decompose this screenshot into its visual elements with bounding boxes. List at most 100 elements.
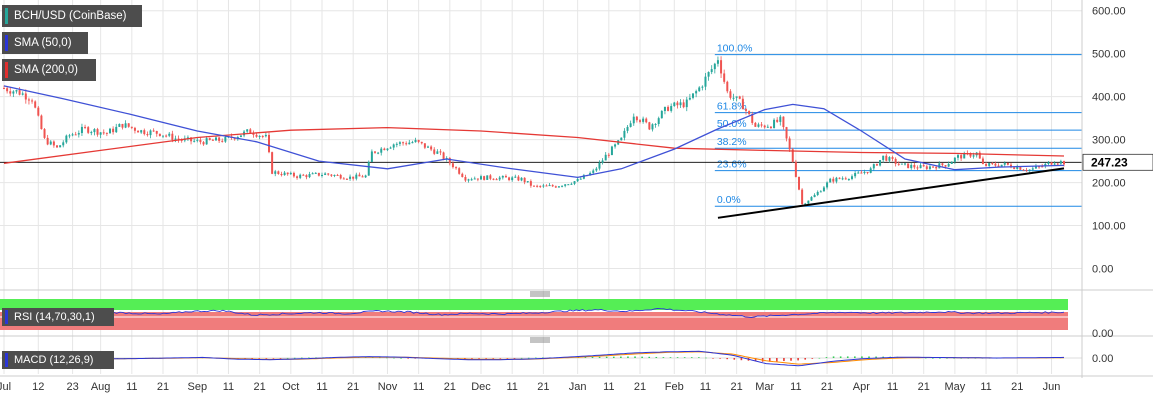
- candle-body: [392, 144, 395, 148]
- candle-body: [1047, 162, 1050, 164]
- legend-price[interactable]: BCH/USD (CoinBase): [2, 5, 142, 27]
- macd-histogram-bar: [783, 358, 785, 362]
- candle-body: [177, 138, 180, 140]
- candle-body: [582, 175, 585, 179]
- candle-body: [305, 175, 308, 178]
- candle-body: [127, 123, 130, 127]
- macd-histogram-bar: [414, 358, 417, 359]
- candle-body: [501, 175, 504, 178]
- macd-histogram-bar: [776, 358, 778, 362]
- macd-histogram-bar: [932, 358, 934, 359]
- candle-body: [1013, 167, 1016, 169]
- macd-histogram-bar: [471, 358, 473, 359]
- candle-body: [950, 161, 953, 164]
- candle-body: [274, 171, 277, 174]
- candle-body: [801, 189, 804, 205]
- candle-body: [112, 128, 115, 133]
- macd-histogram-bar: [811, 358, 814, 359]
- candle-body: [239, 135, 242, 137]
- candle-body: [673, 102, 676, 107]
- candle-body: [685, 99, 688, 108]
- candle-body: [891, 157, 894, 159]
- legend-macd[interactable]: MACD (12,26,9): [2, 351, 114, 369]
- x-tick-label: 21: [254, 381, 266, 393]
- candle-body: [773, 119, 776, 129]
- candle-body: [645, 118, 648, 123]
- macd-histogram-bar: [712, 358, 714, 359]
- macd-histogram-bar: [768, 358, 771, 362]
- candle-body: [788, 138, 791, 150]
- candle-body: [246, 129, 249, 132]
- candle-body: [370, 151, 373, 162]
- candle-body: [165, 135, 168, 137]
- candle-body: [264, 134, 267, 137]
- candle-body: [529, 181, 532, 186]
- candle-body: [713, 63, 716, 70]
- legend-price-label: BCH/USD (CoinBase): [14, 10, 127, 22]
- candle-body: [324, 173, 327, 175]
- candle-body: [651, 124, 654, 130]
- candle-body: [667, 106, 670, 111]
- legend-macd-swatch: [5, 353, 8, 367]
- macd-histogram-bar: [854, 356, 856, 358]
- candle-body: [105, 132, 108, 134]
- candle-body: [292, 172, 295, 177]
- candle-body: [576, 178, 579, 182]
- macd-histogram-bar: [612, 356, 615, 358]
- x-tick-label: 11: [887, 381, 898, 393]
- candle-body: [68, 135, 71, 137]
- fib-level-label: 38.2%: [717, 136, 747, 148]
- candle-body: [511, 177, 514, 181]
- candle-body: [283, 172, 286, 176]
- candle-body: [289, 172, 292, 175]
- candle-body: [695, 91, 698, 94]
- candle-body: [879, 159, 882, 166]
- candle-body: [46, 137, 49, 145]
- candle-body: [467, 179, 470, 181]
- macd-histogram-bar: [641, 356, 643, 358]
- candle-body: [953, 157, 956, 162]
- candle-body: [140, 130, 143, 133]
- x-tick-label: 11: [790, 381, 801, 393]
- macd-histogram-bar: [627, 356, 629, 358]
- macd-histogram-bar: [967, 358, 970, 359]
- candle-body: [972, 155, 975, 157]
- candle-body: [268, 134, 270, 153]
- macd-histogram-bar: [676, 357, 679, 358]
- candle-body: [907, 163, 910, 169]
- x-tick-label: Apr: [853, 381, 870, 393]
- candle-body: [738, 96, 741, 99]
- macd-histogram-bar: [584, 356, 587, 358]
- legend-sma50[interactable]: SMA (50,0): [2, 32, 88, 54]
- macd-histogram-bar: [790, 358, 792, 361]
- candle-body: [149, 130, 152, 136]
- macd-histogram-bar: [286, 357, 289, 359]
- macd-histogram-bar: [861, 356, 863, 358]
- candle-body: [598, 162, 601, 169]
- candle-body: [286, 172, 289, 175]
- candle-body: [900, 163, 903, 165]
- candle-body: [567, 184, 570, 186]
- candle-body: [620, 137, 623, 141]
- candle-body: [15, 90, 18, 92]
- macd-histogram-bar: [293, 357, 296, 359]
- candle-body: [632, 116, 635, 124]
- x-tick-label: Dec: [471, 381, 491, 393]
- candle-body: [367, 161, 370, 176]
- macd-histogram-bar: [272, 358, 275, 359]
- legend-rsi[interactable]: RSI (14,70,30,1): [2, 308, 114, 326]
- candle-body: [27, 99, 30, 101]
- candle-body: [997, 165, 1000, 167]
- candle-body: [339, 174, 342, 179]
- macd-histogram-bar: [740, 358, 743, 361]
- candle-body: [442, 152, 445, 160]
- legend-sma200[interactable]: SMA (200,0): [2, 59, 96, 81]
- candle-body: [829, 178, 832, 183]
- candle-body: [776, 119, 779, 122]
- candle-body: [486, 175, 489, 180]
- rsi-y-tick-label: 0.00: [1092, 328, 1113, 340]
- candle-body: [483, 176, 486, 180]
- candle-body: [398, 142, 401, 144]
- macd-histogram-bar: [527, 357, 530, 359]
- macd-histogram-bar: [825, 357, 828, 358]
